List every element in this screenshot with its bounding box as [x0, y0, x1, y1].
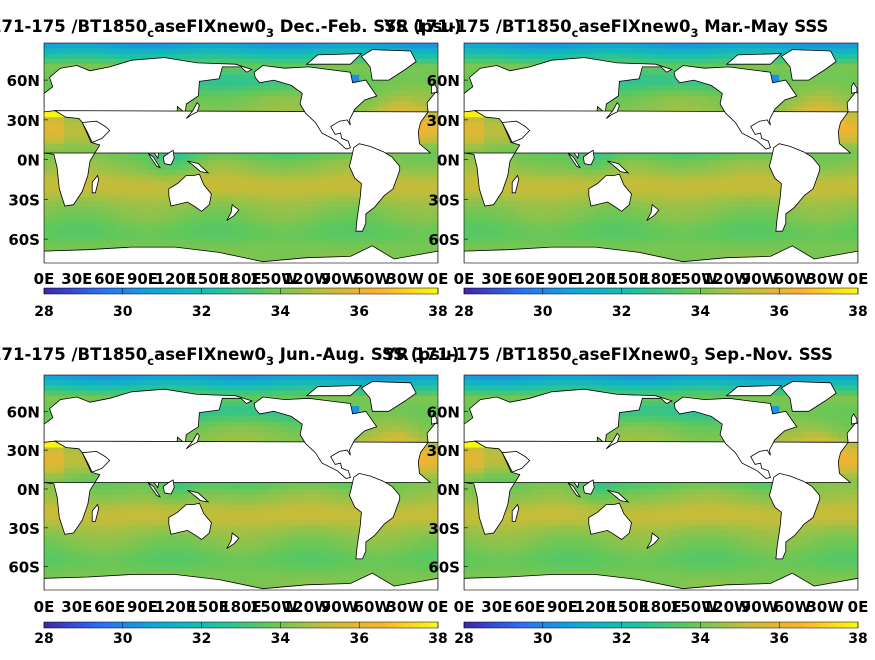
xtick-label: 0E [848, 270, 869, 288]
xtick-label: 0E [454, 598, 475, 616]
xtick-label: 60E [514, 598, 545, 616]
panel-title: YR 171-175 /BT1850caseFIXnew03 Sep.-Nov.… [383, 345, 833, 368]
ytick-label: 60N [7, 72, 40, 90]
ytick-label: 60N [7, 403, 40, 421]
colorbar-tick-label: 32 [192, 631, 211, 647]
xtick-label: 0E [34, 598, 55, 616]
colorbar [464, 288, 858, 294]
colorbar-tick-label: 32 [612, 631, 631, 647]
map-panel-1: 171-175 /BT1850caseFIXnew03 Dec.-Feb. SS… [0, 17, 462, 320]
ytick-label: 60S [8, 231, 40, 249]
panel-title: YR 171-175 /BT1850caseFIXnew03 Mar.-May … [383, 17, 828, 40]
xtick-label: 0E [848, 598, 869, 616]
xtick-label: 0E [428, 270, 449, 288]
map-panel-2: YR 171-175 /BT1850caseFIXnew03 Mar.-May … [383, 17, 868, 320]
ytick-label: 60N [427, 403, 460, 421]
xtick-label: 30E [61, 598, 92, 616]
xtick-label: 60E [514, 270, 545, 288]
colorbar-tick-label: 36 [349, 304, 368, 320]
xtick-label: 60E [94, 270, 125, 288]
ytick-label: 30S [428, 520, 460, 538]
colorbar-tick-label: 28 [454, 304, 473, 320]
colorbar [44, 622, 438, 628]
ytick-label: 0N [437, 481, 460, 499]
colorbar-tick-label: 30 [113, 631, 133, 647]
map-panel-3: 171-175 /BT1850caseFIXnew03 Jun.-Aug. SS… [0, 345, 459, 647]
xtick-label: 30E [61, 270, 92, 288]
colorbar-tick-label: 32 [192, 304, 211, 320]
colorbar-tick-label: 28 [454, 631, 473, 647]
ytick-label: 30N [7, 442, 40, 460]
xtick-label: 30W [806, 598, 844, 616]
xtick-label: 90E [547, 598, 578, 616]
colorbar-tick-label: 28 [34, 631, 53, 647]
xtick-label: 30W [386, 598, 424, 616]
xtick-label: 90E [127, 598, 158, 616]
colorbar-tick-label: 30 [113, 304, 133, 320]
colorbar-tick-label: 34 [271, 631, 291, 647]
ytick-label: 60S [428, 231, 460, 249]
colorbar-tick-label: 38 [428, 304, 447, 320]
xtick-label: 30W [806, 270, 844, 288]
xtick-label: 0E [428, 598, 449, 616]
ytick-label: 30N [427, 442, 460, 460]
colorbar-tick-label: 38 [428, 631, 447, 647]
colorbar-tick-label: 30 [533, 631, 553, 647]
colorbar-tick-label: 34 [271, 304, 291, 320]
colorbar-tick-label: 36 [769, 304, 788, 320]
xtick-label: 90E [547, 270, 578, 288]
ytick-label: 30S [8, 520, 40, 538]
colorbar-tick-label: 38 [848, 304, 867, 320]
xtick-label: 0E [454, 270, 475, 288]
ytick-label: 60S [8, 559, 40, 577]
colorbar-tick-label: 28 [34, 304, 53, 320]
ytick-label: 60N [427, 72, 460, 90]
map-panel-4: YR 171-175 /BT1850caseFIXnew03 Sep.-Nov.… [383, 345, 868, 647]
colorbar-tick-label: 38 [848, 631, 867, 647]
ytick-label: 30N [7, 112, 40, 130]
xtick-label: 30E [481, 598, 512, 616]
xtick-label: 90E [127, 270, 158, 288]
ytick-label: 0N [17, 152, 40, 170]
colorbar-tick-label: 36 [349, 631, 368, 647]
ytick-label: 30S [428, 191, 460, 209]
colorbar-tick-label: 34 [691, 631, 711, 647]
ytick-label: 0N [437, 152, 460, 170]
colorbar-tick-label: 30 [533, 304, 553, 320]
ytick-label: 60S [428, 559, 460, 577]
xtick-label: 60E [94, 598, 125, 616]
colorbar [464, 622, 858, 628]
colorbar-tick-label: 32 [612, 304, 631, 320]
xtick-label: 30W [386, 270, 424, 288]
ytick-label: 0N [17, 481, 40, 499]
xtick-label: 30E [481, 270, 512, 288]
colorbar-tick-label: 34 [691, 304, 711, 320]
colorbar [44, 288, 438, 294]
xtick-label: 0E [34, 270, 55, 288]
colorbar-tick-label: 36 [769, 631, 788, 647]
ytick-label: 30S [8, 191, 40, 209]
ytick-label: 30N [427, 112, 460, 130]
